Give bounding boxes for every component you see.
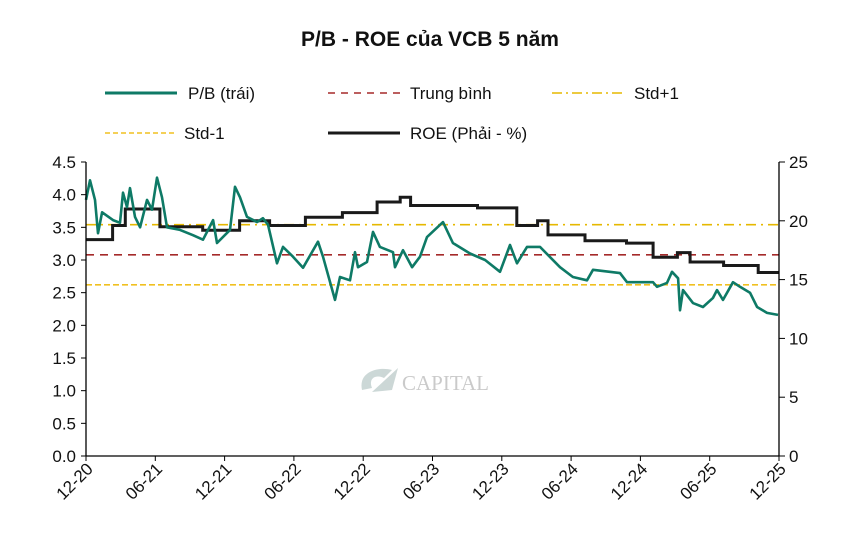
x-axis-tick-label: 06-22 xyxy=(261,459,305,503)
left-axis-tick-label: 1.0 xyxy=(52,382,76,401)
left-axis-tick-label: 2.5 xyxy=(52,284,76,303)
legend-label-std-plus: Std+1 xyxy=(634,84,679,103)
left-axis-tick-label: 0.0 xyxy=(52,447,76,466)
x-axis-tick-label: 12-21 xyxy=(191,459,235,503)
chart-title: P/B - ROE của VCB 5 năm xyxy=(301,28,559,51)
right-axis-tick-label: 20 xyxy=(789,212,808,231)
left-axis-tick-label: 1.5 xyxy=(52,349,76,368)
legend: P/B (trái) Trung bình Std+1 Std-1 ROE (P… xyxy=(105,84,679,143)
x-axis-tick-label: 12-20 xyxy=(53,459,97,503)
left-axis-tick-label: 2.0 xyxy=(52,316,76,335)
x-axis-tick-label: 12-23 xyxy=(468,459,512,503)
left-axis-tick-label: 4.0 xyxy=(52,186,76,205)
legend-label-roe: ROE (Phải - %) xyxy=(410,124,527,143)
left-axis-tick-label: 3.5 xyxy=(52,218,76,237)
x-axis-tick-label: 06-25 xyxy=(676,459,720,503)
watermark-logo-icon xyxy=(361,368,398,392)
legend-label-std-minus: Std-1 xyxy=(184,124,225,143)
right-axis-tick-label: 15 xyxy=(789,271,808,290)
pb-series-line xyxy=(84,176,779,317)
x-axis-tick-label: 12-25 xyxy=(746,459,790,503)
right-axis-tick-label: 5 xyxy=(789,388,798,407)
right-axis-tick-label: 0 xyxy=(789,447,798,466)
watermark: CAPITAL xyxy=(361,368,489,395)
x-axis-tick-label: 12-24 xyxy=(607,459,651,503)
x-axis-tick-label: 06-21 xyxy=(122,459,166,503)
left-axis-tick-label: 4.5 xyxy=(52,153,76,172)
legend-label-pb: P/B (trái) xyxy=(188,84,255,103)
left-axis-tick-label: 0.5 xyxy=(52,414,76,433)
legend-label-mean: Trung bình xyxy=(410,84,492,103)
watermark-text: CAPITAL xyxy=(402,371,489,395)
x-axis-tick-label: 12-22 xyxy=(330,459,374,503)
x-axis-tick-label: 06-24 xyxy=(538,459,582,503)
x-axis-tick-label: 06-23 xyxy=(399,459,443,503)
left-axis-tick-label: 3.0 xyxy=(52,251,76,270)
right-axis-tick-label: 25 xyxy=(789,153,808,172)
right-axis-tick-label: 10 xyxy=(789,329,808,348)
plot-area xyxy=(84,176,779,317)
roe-series-line xyxy=(86,195,779,274)
